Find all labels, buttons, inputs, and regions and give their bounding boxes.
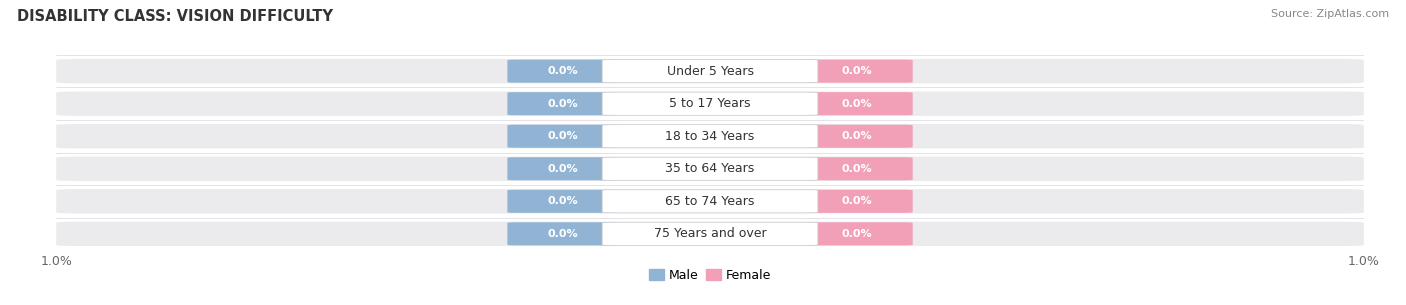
Text: 0.0%: 0.0% [547,196,578,206]
FancyBboxPatch shape [508,190,619,213]
FancyBboxPatch shape [801,125,912,148]
Text: Under 5 Years: Under 5 Years [666,65,754,78]
FancyBboxPatch shape [56,92,1364,116]
FancyBboxPatch shape [801,190,912,213]
FancyBboxPatch shape [508,222,619,246]
FancyBboxPatch shape [801,222,912,246]
FancyBboxPatch shape [602,222,818,246]
Legend: Male, Female: Male, Female [644,264,776,287]
FancyBboxPatch shape [56,59,1364,83]
FancyBboxPatch shape [508,125,619,148]
Text: 0.0%: 0.0% [842,131,873,141]
Text: 18 to 34 Years: 18 to 34 Years [665,130,755,143]
FancyBboxPatch shape [801,92,912,115]
FancyBboxPatch shape [56,124,1364,149]
Text: 0.0%: 0.0% [842,99,873,109]
Text: Source: ZipAtlas.com: Source: ZipAtlas.com [1271,9,1389,19]
Text: 35 to 64 Years: 35 to 64 Years [665,162,755,175]
FancyBboxPatch shape [508,59,619,83]
FancyBboxPatch shape [508,92,619,115]
Text: 65 to 74 Years: 65 to 74 Years [665,195,755,208]
Text: 5 to 17 Years: 5 to 17 Years [669,97,751,110]
Text: DISABILITY CLASS: VISION DIFFICULTY: DISABILITY CLASS: VISION DIFFICULTY [17,9,333,24]
FancyBboxPatch shape [602,157,818,180]
Text: 0.0%: 0.0% [547,164,578,174]
FancyBboxPatch shape [56,222,1364,246]
Text: 0.0%: 0.0% [547,131,578,141]
FancyBboxPatch shape [56,189,1364,213]
FancyBboxPatch shape [56,156,1364,181]
Text: 0.0%: 0.0% [547,99,578,109]
FancyBboxPatch shape [801,59,912,83]
FancyBboxPatch shape [801,157,912,180]
FancyBboxPatch shape [602,92,818,115]
Text: 0.0%: 0.0% [547,229,578,239]
Text: 0.0%: 0.0% [842,164,873,174]
FancyBboxPatch shape [508,157,619,180]
FancyBboxPatch shape [602,125,818,148]
FancyBboxPatch shape [602,190,818,213]
Text: 0.0%: 0.0% [842,229,873,239]
FancyBboxPatch shape [602,59,818,83]
Text: 75 Years and over: 75 Years and over [654,227,766,240]
Text: 0.0%: 0.0% [842,196,873,206]
Text: 0.0%: 0.0% [842,66,873,76]
Text: 0.0%: 0.0% [547,66,578,76]
